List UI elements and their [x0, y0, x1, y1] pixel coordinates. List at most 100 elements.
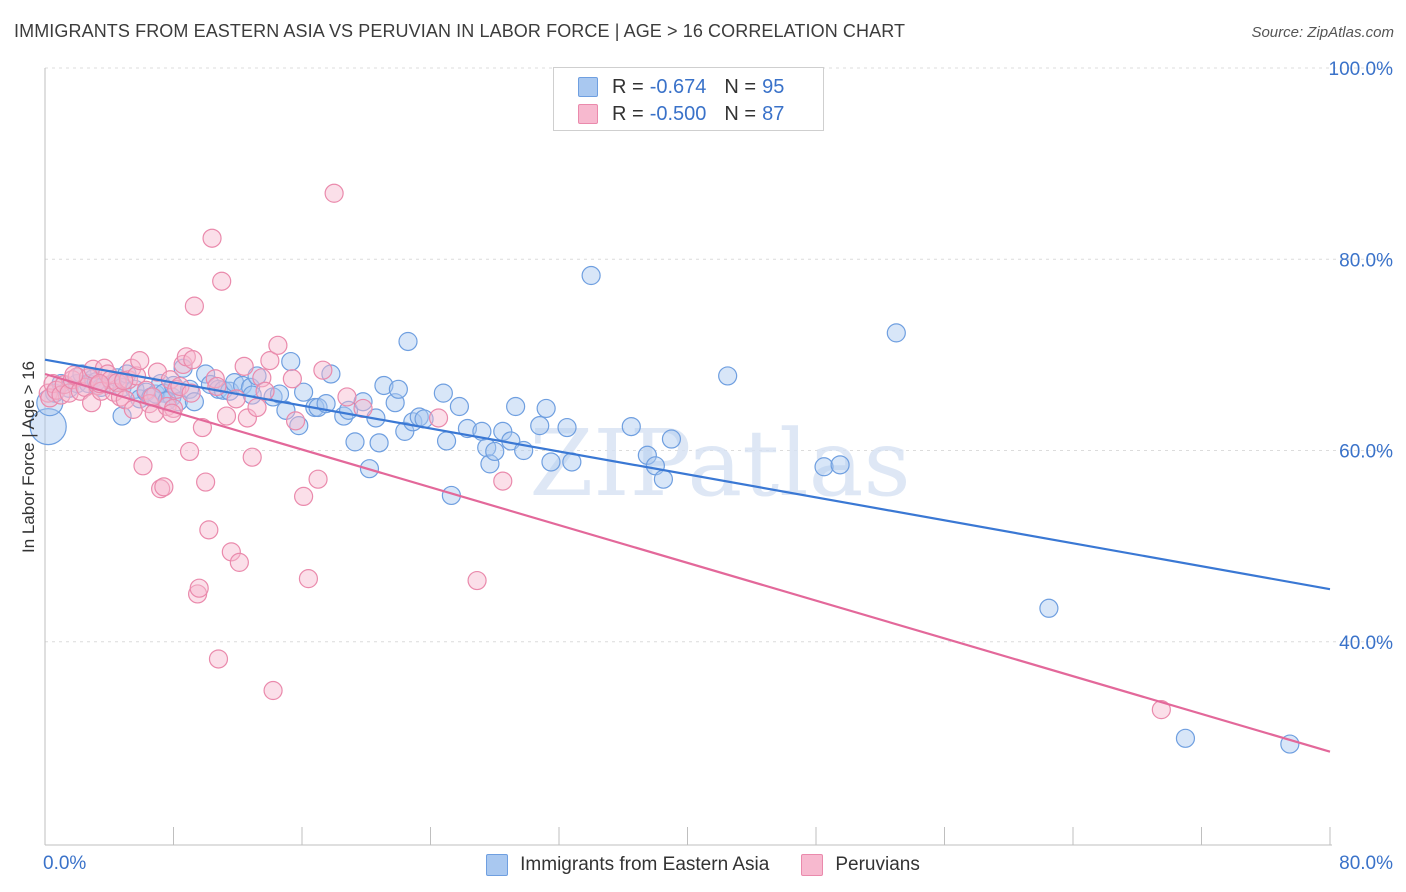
data-point: [51, 385, 71, 405]
legend-swatch-eastern-asia: [486, 854, 509, 876]
stats-row-eastern-asia: R = -0.674 N = 95: [578, 74, 784, 100]
data-point: [263, 680, 283, 701]
data-point: [557, 417, 577, 438]
y-tick-label: 60.0%: [1339, 442, 1393, 463]
data-point: [133, 456, 153, 476]
data-point: [1151, 700, 1171, 720]
data-point: [189, 578, 209, 598]
data-point: [212, 271, 232, 291]
data-point: [436, 431, 457, 451]
data-point: [179, 441, 200, 462]
data-point: [154, 477, 174, 497]
data-point: [196, 364, 216, 384]
data-point: [196, 472, 216, 492]
data-point: [294, 486, 314, 506]
data-point: [146, 384, 166, 404]
swatch-peruvians: [578, 104, 598, 124]
data-point: [247, 397, 267, 418]
x-tick-label: 0.0%: [43, 853, 86, 874]
data-point: [234, 356, 254, 376]
data-point: [281, 351, 301, 372]
n-label: N =: [724, 75, 757, 98]
trend-line: [44, 372, 1331, 753]
bottom-legend: Immigrants from Eastern Asia Peruvians: [0, 852, 1406, 878]
data-point: [581, 265, 601, 286]
trend-lines: [44, 358, 1331, 753]
gridlines: [45, 67, 1395, 643]
data-point: [530, 416, 550, 436]
data-point: [294, 382, 314, 402]
data-point: [480, 454, 500, 474]
data-point: [221, 542, 241, 562]
data-point: [345, 432, 365, 452]
data-point: [313, 360, 333, 380]
legend-item-peruvians[interactable]: Peruvians: [801, 854, 920, 876]
data-point: [237, 408, 257, 428]
data-point: [298, 569, 319, 589]
data-point: [282, 369, 302, 389]
chart-title: IMMIGRANTS FROM EASTERN ASIA VS PERUVIAN…: [14, 21, 906, 41]
data-point: [637, 445, 657, 465]
n-value: 95: [762, 75, 785, 98]
data-point: [207, 376, 227, 397]
data-point: [388, 379, 408, 399]
data-point: [199, 520, 219, 540]
data-point: [428, 408, 449, 428]
data-point: [183, 350, 203, 370]
data-point: [449, 396, 470, 417]
data-point: [181, 383, 201, 403]
n-label: N =: [724, 102, 757, 125]
y-tick-label: 40.0%: [1339, 633, 1393, 654]
data-point: [114, 371, 134, 391]
data-point: [433, 383, 453, 403]
stats-row-peruvians: R = -0.500 N = 87: [578, 101, 784, 127]
x-tick-label: 80.0%: [1339, 853, 1393, 874]
legend-swatch-peruvians: [801, 854, 824, 876]
data-point: [886, 323, 906, 343]
data-point: [205, 369, 225, 389]
r-label: R =: [612, 102, 644, 125]
data-point: [123, 399, 143, 419]
data-point: [208, 649, 229, 669]
data-point: [29, 407, 67, 446]
data-point: [718, 366, 738, 386]
data-point: [308, 469, 328, 489]
legend-item-eastern-asia[interactable]: Immigrants from Eastern Asia: [486, 854, 769, 876]
data-point: [260, 351, 280, 371]
data-point: [1039, 598, 1059, 618]
y-tick-label: 100.0%: [1329, 59, 1394, 80]
data-point: [276, 400, 296, 420]
source-label: Source: ZipAtlas.com: [1251, 24, 1394, 41]
r-value: -0.500: [649, 102, 707, 125]
data-point: [242, 447, 262, 467]
data-point: [337, 387, 357, 407]
data-point: [374, 375, 394, 396]
tick-labels: 100.0% 80.0% 60.0% 40.0% 0.0% 80.0%: [43, 59, 1393, 874]
data-point: [112, 406, 132, 426]
data-point: [1175, 728, 1196, 748]
data-point: [216, 406, 237, 426]
n-value: 87: [762, 102, 785, 125]
data-point: [536, 398, 556, 419]
data-point: [493, 471, 513, 491]
data-point: [541, 452, 561, 472]
data-point: [184, 296, 204, 316]
data-point: [255, 381, 275, 401]
data-point: [830, 455, 850, 475]
data-point: [457, 418, 478, 439]
data-point: [814, 457, 834, 477]
data-point: [151, 479, 171, 499]
r-label: R =: [612, 75, 644, 98]
data-point: [229, 552, 249, 572]
data-point: [621, 416, 641, 437]
r-value: -0.674: [649, 75, 707, 98]
legend-label: Immigrants from Eastern Asia: [520, 854, 770, 875]
data-point: [64, 365, 84, 385]
y-tick-label: 80.0%: [1339, 250, 1393, 271]
data-point: [395, 421, 415, 441]
legend-label: Peruvians: [835, 854, 920, 875]
data-point: [192, 417, 213, 438]
data-point: [285, 411, 306, 431]
data-point: [369, 433, 389, 453]
